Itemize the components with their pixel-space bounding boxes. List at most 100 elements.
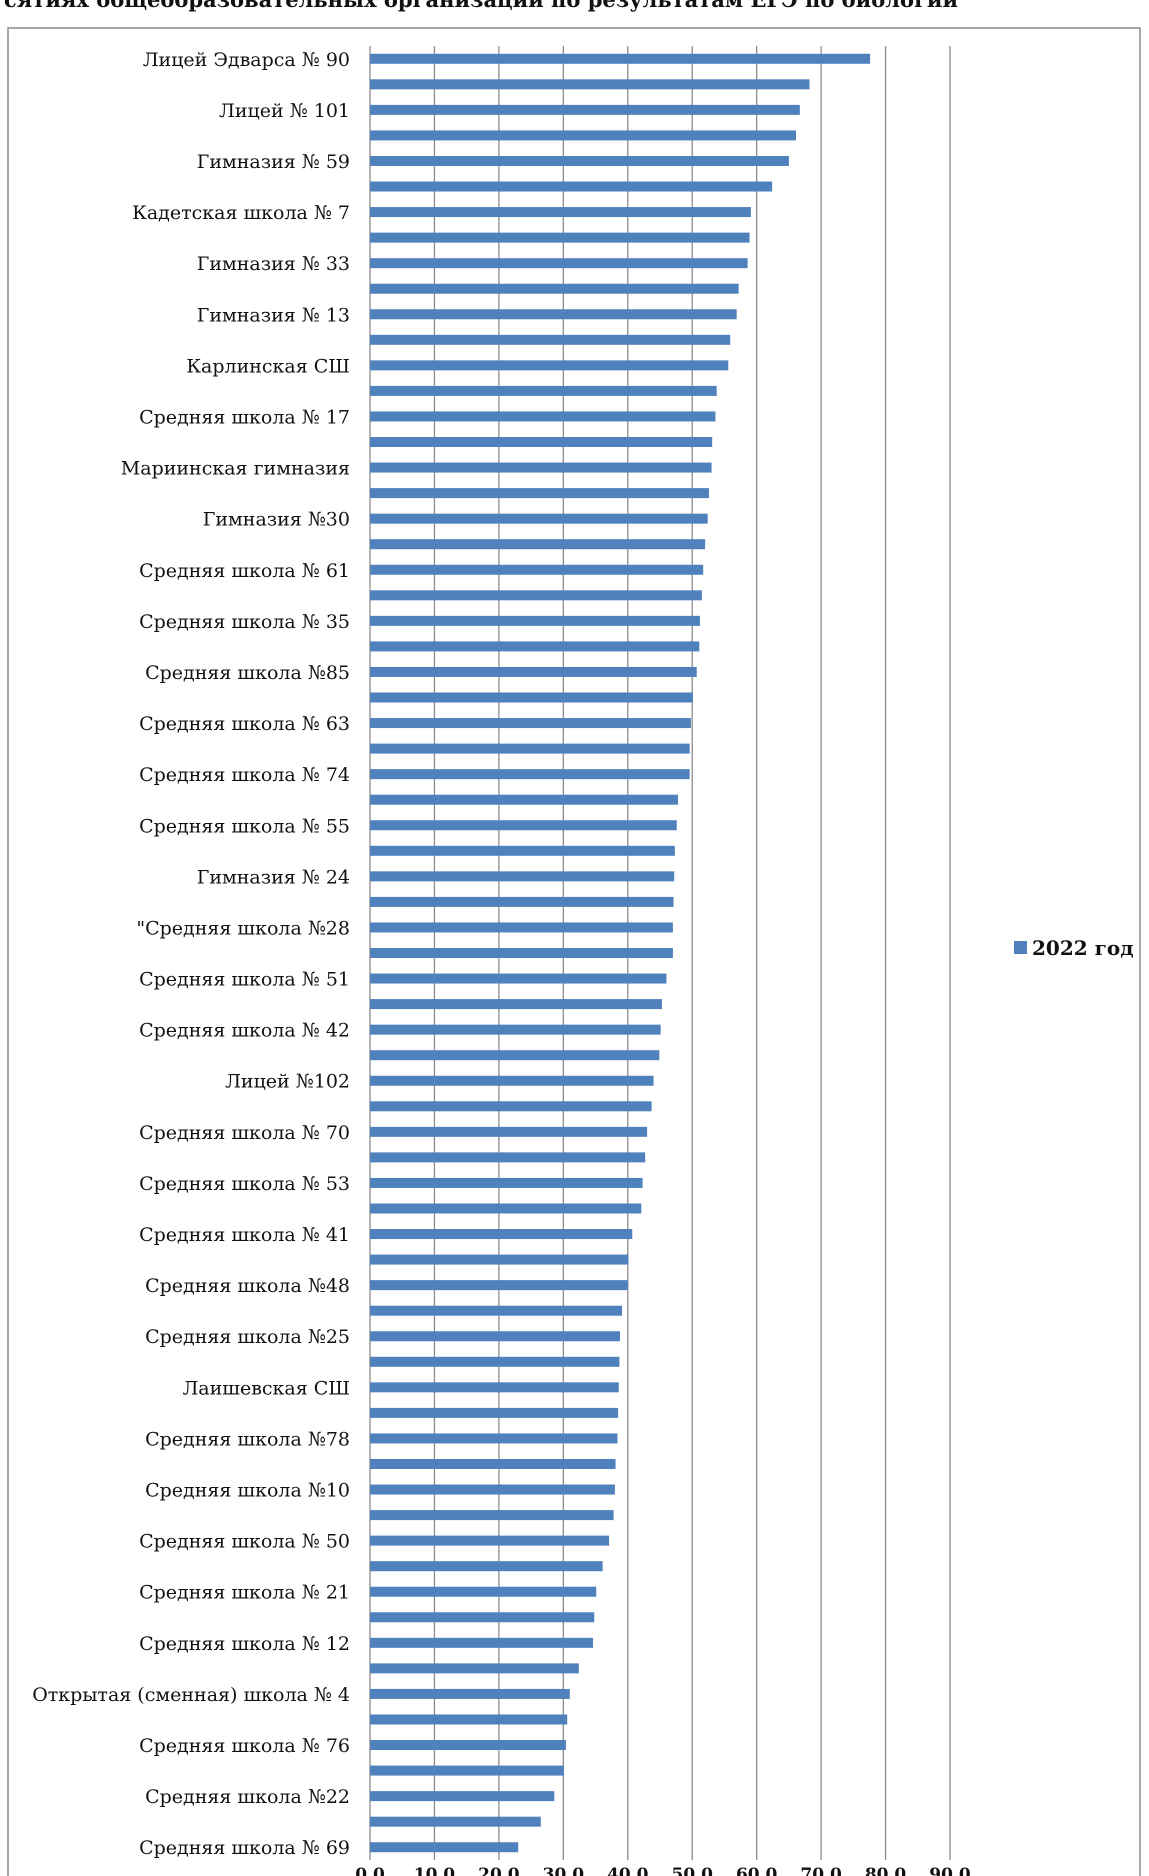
bar [370, 1331, 621, 1342]
category-label: Гимназия № 24 [197, 866, 350, 888]
bar [370, 1075, 654, 1086]
bar [370, 820, 677, 831]
bar [370, 1382, 619, 1393]
category-label: Средняя школа № 35 [139, 611, 350, 633]
bar [370, 334, 731, 345]
bar [370, 615, 700, 626]
chart-frame [7, 27, 1141, 1876]
bar [370, 1714, 568, 1725]
bar [370, 896, 674, 907]
category-label: Карлинская СШ [186, 355, 350, 377]
category-label: Средняя школа № 69 [139, 1837, 350, 1859]
bar [370, 488, 709, 499]
bar [370, 539, 706, 550]
bar [370, 283, 739, 294]
bar [370, 641, 700, 652]
category-label: Средняя школа № 61 [139, 560, 350, 582]
bar [370, 1101, 652, 1112]
bar [370, 53, 871, 64]
bar [370, 1203, 642, 1214]
bar [370, 845, 675, 856]
x-tick-label: 80,0 [865, 1865, 907, 1876]
bar [370, 1791, 555, 1802]
bar [370, 1356, 620, 1367]
bar [370, 309, 737, 320]
category-label: Открытая (сменная) школа № 4 [32, 1684, 350, 1706]
bar [370, 1177, 643, 1188]
bar [370, 104, 800, 115]
category-label: "Средняя школа №28 [136, 917, 350, 939]
category-labels: Лицей Эдварса № 90 Лицей № 101 Гимназия № … [32, 49, 350, 1859]
x-tick-label: 20,0 [478, 1865, 520, 1876]
category-label: Средняя школа №22 [145, 1786, 350, 1808]
bar [370, 360, 729, 371]
bar [370, 1765, 564, 1776]
x-tick-label: 10,0 [414, 1865, 456, 1876]
category-label: Средняя школа № 55 [139, 815, 350, 837]
bar [370, 1510, 614, 1521]
bar [370, 1612, 595, 1623]
x-tick-label: 90,0 [929, 1865, 971, 1876]
x-tick-label: 30,0 [543, 1865, 585, 1876]
bar [370, 207, 751, 218]
bar [370, 1535, 610, 1546]
x-tick-label: 50,0 [672, 1865, 714, 1876]
category-label: Лаишевская СШ [182, 1377, 350, 1399]
category-label: Гимназия № 59 [197, 151, 350, 173]
x-axis-ticks: 0,0 10,0 20,0 30,0 40,0 50,0 60,0 70,0 80,0 90,0 [355, 1865, 971, 1876]
bar [370, 1688, 570, 1699]
category-label: Средняя школа № 17 [139, 406, 350, 428]
legend-label: 2022 год [1032, 936, 1134, 960]
category-label: Средняя школа № 53 [139, 1173, 350, 1195]
bar [370, 79, 810, 90]
bar [370, 922, 673, 933]
bar [370, 1024, 661, 1035]
bar [370, 130, 796, 141]
bar [370, 232, 750, 243]
bar [370, 1229, 633, 1240]
category-label: Лицей №102 [225, 1071, 350, 1093]
bar [370, 1050, 660, 1061]
bar [370, 1280, 628, 1291]
category-label: Средняя школа № 41 [139, 1224, 350, 1246]
category-label: Средняя школа № 76 [139, 1735, 350, 1757]
category-label: Кадетская школа № 7 [132, 202, 350, 224]
category-label: Средняя школа № 63 [139, 713, 350, 735]
bar [370, 692, 693, 703]
bar [370, 1305, 622, 1316]
category-label: Средняя школа №25 [145, 1326, 350, 1348]
bar [370, 462, 712, 473]
category-label: Средняя школа № 74 [139, 764, 350, 786]
category-label: Лицей № 101 [219, 100, 350, 122]
bar [370, 769, 690, 780]
bar [370, 1816, 541, 1827]
bar [370, 1126, 648, 1137]
x-tick-label: 60,0 [736, 1865, 778, 1876]
bar [370, 1458, 616, 1469]
bar [370, 948, 673, 958]
category-label: Гимназия №30 [203, 509, 350, 531]
bar [370, 718, 691, 729]
bar [370, 1586, 597, 1597]
x-tick-label: 70,0 [800, 1865, 842, 1876]
bar [370, 1254, 629, 1265]
bar [370, 999, 662, 1010]
legend: 2022 год [1014, 936, 1134, 960]
bar [370, 258, 748, 269]
category-label: Средняя школа №85 [145, 662, 350, 684]
category-label: Средняя школа №48 [145, 1275, 350, 1297]
bar [370, 1663, 579, 1674]
bar [370, 1152, 646, 1163]
bar [370, 794, 679, 805]
bar [370, 513, 708, 524]
bar [370, 1842, 519, 1853]
bar [370, 666, 697, 677]
bar [370, 181, 773, 192]
category-label: Средняя школа № 50 [139, 1531, 350, 1553]
category-label: Гимназия № 13 [197, 304, 350, 326]
category-label: Средняя школа № 42 [139, 1020, 350, 1042]
bar [370, 1433, 618, 1444]
chart-title: сятиях общеобразовательных организаций п… [4, 0, 958, 12]
